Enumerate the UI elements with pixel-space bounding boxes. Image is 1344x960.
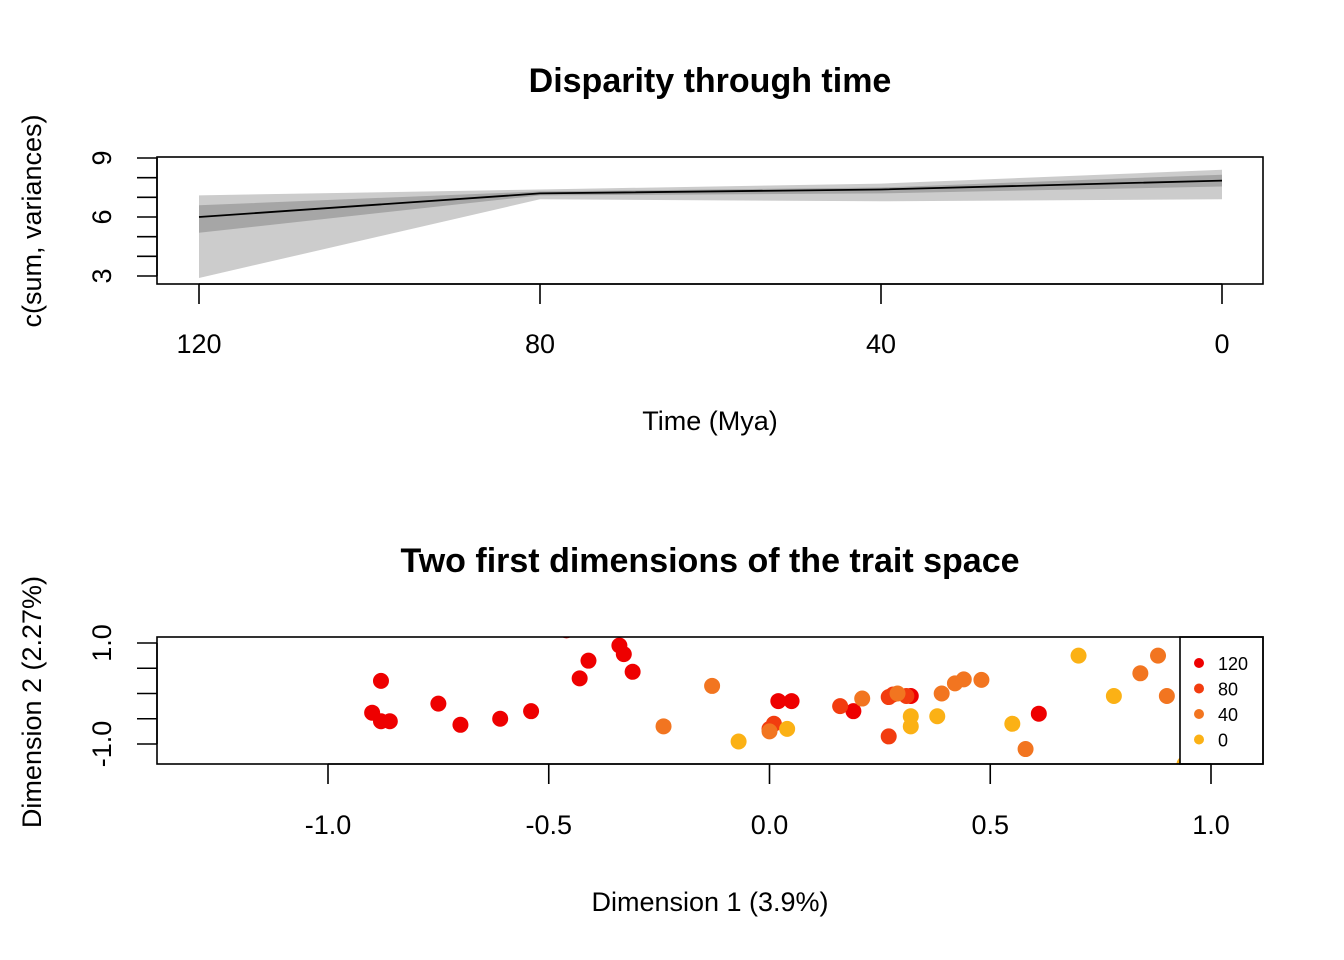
x-tick-label: 120: [176, 329, 221, 359]
trait-space-panel: Two first dimensions of the trait space …: [17, 542, 1264, 917]
point-120: [1030, 705, 1047, 722]
point-0: [1004, 715, 1021, 732]
legend: 120 80 40 0: [1179, 636, 1264, 765]
y-tick-label: -1.0: [87, 721, 117, 768]
point-40: [973, 671, 990, 688]
point-40: [854, 690, 871, 707]
trait-space-y-axis: -1.0 1.0: [87, 624, 158, 768]
x-tick-label: -1.0: [305, 810, 352, 840]
point-40: [1158, 688, 1175, 705]
point-0: [929, 708, 946, 725]
disparity-x-axis: 120 80 40 0: [176, 283, 1230, 359]
confidence-bands: [199, 169, 1222, 278]
point-80: [880, 728, 897, 745]
legend-swatch-40: [1194, 709, 1204, 719]
legend-label-80: 80: [1218, 680, 1238, 700]
point-0: [1105, 688, 1122, 705]
point-40: [1132, 665, 1149, 682]
central-tendency-line: [198, 179, 1223, 218]
disparity-y-axis-label: c(sum, variances): [17, 114, 47, 327]
y-tick-label: 9: [87, 150, 117, 165]
disparity-y-axis: 3 6 9: [87, 150, 158, 284]
point-40: [1150, 647, 1167, 664]
legend-label-0: 0: [1218, 731, 1228, 751]
point-0: [1132, 769, 1148, 785]
point-40: [761, 723, 778, 740]
disparity-chart-title: Disparity through time: [529, 62, 892, 100]
trait-space-x-axis: -1.0 -0.5 0.0 0.5 1.0: [305, 763, 1230, 840]
legend-swatch-120: [1194, 658, 1204, 668]
point-40: [704, 677, 721, 694]
point-120: [523, 703, 540, 720]
point-120: [783, 693, 800, 710]
point-120: [430, 695, 447, 712]
x-tick-label: 40: [866, 329, 896, 359]
point-120: [561, 637, 571, 639]
x-tick-label: 0.0: [751, 810, 789, 840]
trait-space-y-axis-label: Dimension 2 (2.27%): [17, 576, 47, 828]
point-120: [571, 670, 588, 687]
point-40: [889, 685, 906, 702]
point-0: [1176, 757, 1180, 764]
point-120: [381, 713, 398, 730]
point-0: [902, 708, 919, 725]
point-120: [452, 716, 469, 733]
point-120: [372, 672, 389, 689]
x-tick-label: 80: [525, 329, 555, 359]
point-40: [655, 718, 672, 735]
x-tick-label: 0: [1214, 329, 1229, 359]
point-120: [492, 710, 509, 727]
legend-label-120: 120: [1218, 654, 1248, 674]
x-tick-label: 0.5: [971, 810, 1009, 840]
legend-swatch-80: [1194, 683, 1204, 694]
point-0: [730, 733, 747, 750]
point-120: [580, 652, 597, 669]
legend-swatch-0: [1194, 734, 1204, 745]
x-tick-label: 1.0: [1192, 810, 1230, 840]
legend-label-40: 40: [1218, 705, 1238, 725]
trait-space-x-axis-label: Dimension 1 (3.9%): [591, 887, 828, 917]
point-0: [1070, 647, 1087, 664]
legend-box: [1179, 636, 1264, 765]
trait-space-points: [364, 637, 1180, 785]
inner-confidence-band: [199, 174, 1222, 233]
trait-space-chart-title: Two first dimensions of the trait space: [400, 542, 1019, 580]
y-tick-label: 1.0: [87, 624, 117, 662]
trait-space-plot-frame: [156, 636, 1264, 765]
point-80: [832, 698, 849, 715]
disparity-x-axis-label: Time (Mya): [642, 406, 778, 436]
point-0: [779, 720, 796, 737]
y-tick-label: 6: [87, 209, 117, 224]
y-tick-label: 3: [87, 268, 117, 283]
point-40: [1017, 741, 1034, 758]
central-tendency-line-path: [198, 179, 1223, 218]
point-40: [933, 685, 950, 702]
point-120: [845, 703, 862, 720]
point-120: [770, 693, 787, 710]
point-120: [624, 663, 641, 680]
x-tick-label: -0.5: [525, 810, 572, 840]
point-40: [955, 671, 972, 688]
disparity-panel: Disparity through time 120 80 40 0 3 6 9 Time…: [17, 62, 1264, 436]
point-120: [615, 646, 632, 663]
